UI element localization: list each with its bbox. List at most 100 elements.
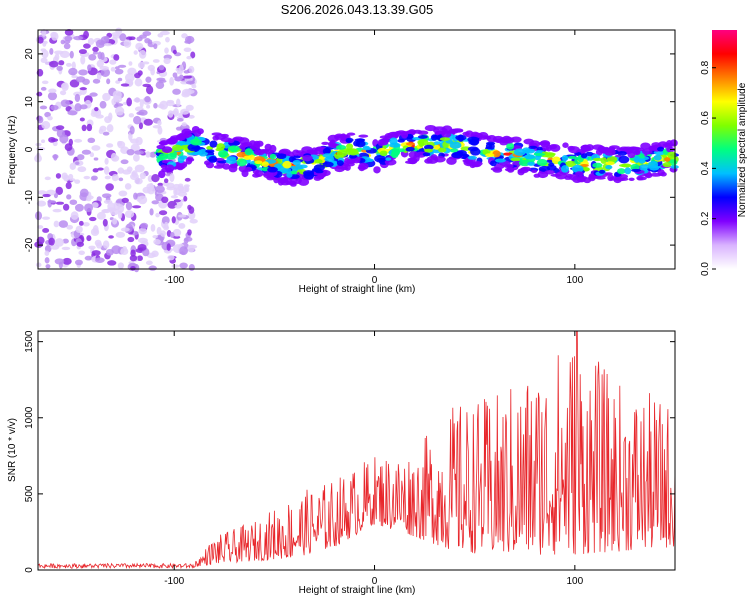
spectrogram-noise-mark bbox=[170, 195, 179, 199]
spectrogram-ridge-layer bbox=[154, 125, 680, 187]
spectrogram-noise-mark bbox=[160, 230, 166, 237]
spectrogram-ridge-mark bbox=[633, 149, 641, 156]
colorbar-gradient bbox=[712, 30, 737, 269]
snr-y-tick-label: 1000 bbox=[24, 406, 35, 429]
spectrogram-noise-mark bbox=[126, 166, 133, 173]
spectrogram-noise-mark bbox=[188, 65, 195, 74]
spectrogram-noise-mark bbox=[172, 235, 181, 239]
spectrogram-noise-mark bbox=[145, 260, 153, 266]
spectrogram-noise-mark bbox=[158, 210, 168, 216]
spectrogram-noise-mark bbox=[40, 48, 47, 52]
spectrogram-noise-mark bbox=[75, 225, 83, 234]
snr-y-tick-label: 0 bbox=[24, 567, 35, 573]
spectrogram-noise-mark bbox=[47, 200, 56, 204]
spectrogram-noise-mark bbox=[86, 197, 92, 202]
spectrogram-noise-mark bbox=[75, 76, 86, 83]
spectrogram-x-axis-label: Height of straight line (km) bbox=[299, 284, 416, 295]
spectrogram-ridge-mark bbox=[575, 171, 584, 176]
spectrogram-noise-mark bbox=[91, 250, 101, 256]
spectrogram-noise-mark bbox=[114, 68, 124, 75]
spectrogram-ridge-mark bbox=[503, 163, 514, 169]
spectrogram-ridge-mark bbox=[400, 131, 409, 139]
spectrogram-noise-mark bbox=[135, 42, 144, 51]
spectrogram-ridge-mark bbox=[628, 177, 635, 181]
spectrogram-ridge-mark bbox=[603, 148, 616, 156]
spectrogram-noise-mark bbox=[88, 245, 96, 250]
spectrogram-ridge-mark bbox=[592, 157, 603, 162]
spectrogram-ridge-mark bbox=[606, 156, 618, 163]
spectrogram-ridge-mark bbox=[286, 172, 293, 178]
spectrogram-ridge-mark bbox=[629, 146, 641, 151]
spectrogram-noise-mark bbox=[36, 200, 47, 207]
spectrogram-noise-mark bbox=[166, 101, 175, 107]
spectrogram-noise-mark bbox=[123, 39, 132, 48]
spectrogram-ridge-mark bbox=[264, 143, 272, 151]
spectrogram-ridge-mark bbox=[531, 169, 538, 174]
spectrogram-ridge-mark bbox=[583, 167, 590, 172]
spectrogram-noise-mark bbox=[74, 103, 82, 112]
spectrogram-ridge-mark bbox=[185, 157, 193, 165]
spectrogram-noise-mark bbox=[134, 164, 145, 173]
spectrogram-noise-mark bbox=[104, 175, 111, 180]
snr-x-tick-label: 0 bbox=[372, 576, 378, 587]
spectrogram-ridge-mark bbox=[439, 137, 451, 141]
spectrogram-noise-mark bbox=[80, 55, 86, 65]
spectrogram-ridge-mark bbox=[604, 172, 613, 176]
spectrogram-ridge-mark bbox=[290, 170, 298, 175]
spectrogram-noise-mark bbox=[74, 259, 83, 266]
spectrogram-ridge-mark bbox=[407, 129, 417, 135]
spectrogram-noise-mark bbox=[41, 121, 51, 130]
spectrogram-ridge-mark bbox=[415, 151, 427, 158]
spectrogram-noise-mark bbox=[152, 59, 160, 63]
spectrogram-ridge-mark bbox=[177, 155, 185, 164]
spectrogram-ridge-mark bbox=[221, 133, 229, 138]
spectrogram-noise-mark bbox=[69, 199, 78, 205]
spectrogram-noise-mark bbox=[138, 227, 147, 235]
spectrogram-noise-mark bbox=[37, 190, 47, 195]
spectrogram-noise-mark bbox=[105, 183, 114, 191]
spectrogram-ridge-mark bbox=[377, 139, 385, 147]
spectrogram-ridge-mark bbox=[520, 167, 529, 171]
spectrogram-noise-mark bbox=[96, 242, 103, 249]
spectrogram-noise-mark bbox=[128, 36, 136, 41]
spectrogram-noise-mark bbox=[95, 114, 104, 119]
spectrogram-ridge-mark bbox=[492, 150, 501, 158]
spectrogram-ridge-mark bbox=[362, 146, 372, 151]
spectrogram-noise-mark bbox=[148, 265, 157, 271]
spectrogram-noise-mark bbox=[64, 35, 73, 42]
spectrogram-noise-mark bbox=[118, 177, 124, 182]
spectrogram-noise-mark bbox=[79, 104, 88, 110]
spectrogram-noise-mark bbox=[172, 49, 177, 55]
spectrogram-noise-mark bbox=[88, 53, 97, 61]
spectrogram-noise-mark bbox=[74, 203, 84, 212]
spectrogram-ridge-mark bbox=[253, 149, 265, 156]
spectrogram-ridge-mark bbox=[159, 140, 169, 146]
spectrogram-noise-mark bbox=[83, 30, 89, 39]
spectrogram-noise-mark bbox=[96, 59, 104, 68]
spectrogram-noise-mark bbox=[118, 190, 128, 197]
spectrogram-noise-mark bbox=[151, 200, 160, 205]
spectrogram-ridge-mark bbox=[561, 155, 569, 161]
spectrogram-ridge-mark bbox=[358, 162, 369, 170]
spectrogram-noise-mark bbox=[167, 110, 174, 118]
spectrogram-noise-mark bbox=[129, 125, 135, 135]
spectrogram-noise-mark bbox=[82, 222, 90, 227]
spectrogram-noise-mark bbox=[81, 124, 87, 132]
spectrogram-ridge-mark bbox=[495, 158, 506, 163]
spectrogram-noise-mark bbox=[119, 33, 127, 42]
spectrogram-noise-mark bbox=[111, 98, 117, 106]
spectrogram-noise-mark bbox=[130, 138, 139, 144]
spectrogram-ridge-mark bbox=[336, 149, 348, 158]
spectrogram-noise-mark bbox=[130, 249, 136, 257]
spectrogram-noise-mark bbox=[134, 177, 143, 185]
colorbar-tick-label: 0.4 bbox=[700, 161, 711, 175]
spectrogram-noise-mark bbox=[79, 117, 85, 122]
spectrogram-noise-mark bbox=[69, 50, 74, 59]
spectrogram-noise-mark bbox=[138, 61, 145, 69]
spectrogram-noise-mark bbox=[161, 196, 169, 204]
spectrogram-noise-mark bbox=[155, 212, 160, 218]
spectrogram-noise-mark bbox=[42, 193, 51, 198]
spectrogram-noise-mark bbox=[143, 118, 153, 126]
spectrogram-ridge-mark bbox=[580, 163, 589, 168]
spectrogram-ridge-mark bbox=[229, 162, 238, 169]
